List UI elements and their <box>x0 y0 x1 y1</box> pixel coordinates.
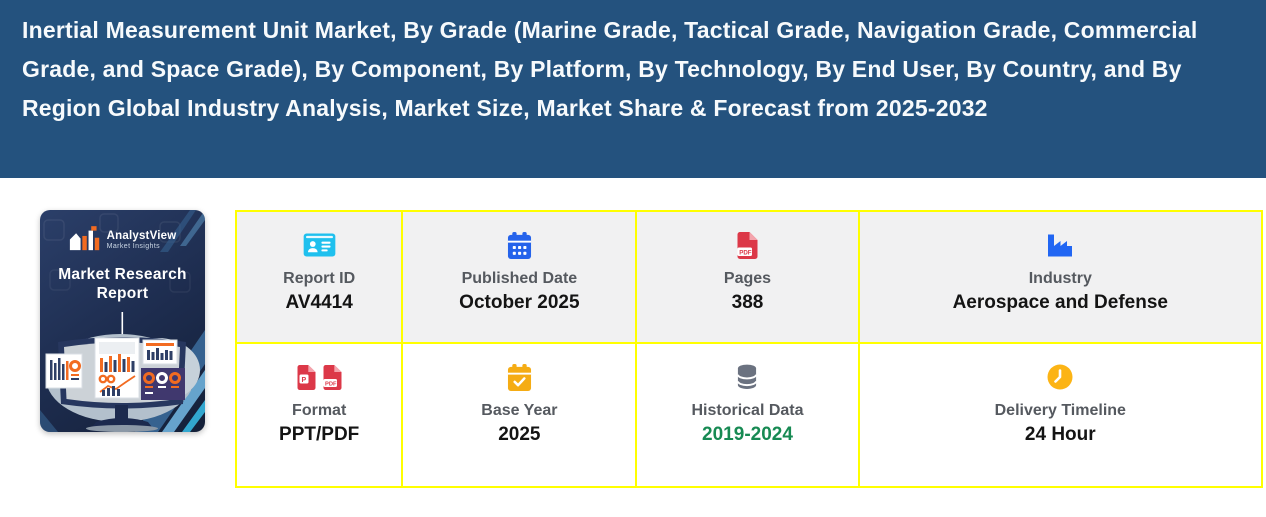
industry-cell: Industry Aerospace and Defense <box>859 212 1261 344</box>
historical-data-value: 2019-2024 <box>702 424 793 445</box>
delivery-timeline-label: Delivery Timeline <box>994 402 1126 419</box>
pages-cell: PDF Pages 388 <box>637 212 860 344</box>
historical-data-cell: Historical Data 2019-2024 <box>637 344 860 486</box>
report-id-label: Report ID <box>283 270 356 287</box>
bar-chart-logo-icon <box>69 226 99 251</box>
monitor-with-charts-illustration <box>45 312 200 432</box>
base-year-cell: Base Year 2025 <box>403 344 638 486</box>
published-date-cell: Published Date October 2025 <box>403 212 638 344</box>
industry-label: Industry <box>1028 270 1092 287</box>
caption-line2: Report <box>96 285 149 302</box>
factory-icon <box>1048 234 1073 257</box>
clock-icon <box>1047 364 1073 390</box>
pdf-file-icon-small: PDF <box>323 364 342 390</box>
format-cell: P PDF Format PPT/PDF <box>237 344 404 486</box>
brand-name: AnalystView <box>106 229 177 242</box>
published-date-value: October 2025 <box>459 292 580 313</box>
pdf-file-icon: PDF <box>737 231 758 259</box>
delivery-timeline-cell: Delivery Timeline 24 Hour <box>859 344 1261 486</box>
format-value: PPT/PDF <box>279 424 360 445</box>
delivery-timeline-value: 24 Hour <box>1024 424 1096 445</box>
report-id-value: AV4414 <box>285 292 353 313</box>
industry-value: Aerospace and Defense <box>952 292 1168 313</box>
id-card-icon <box>303 233 336 257</box>
svg-text:PDF: PDF <box>739 249 752 256</box>
base-year-label: Base Year <box>481 402 558 419</box>
calendar-check-icon <box>507 363 531 391</box>
page-title: Inertial Measurement Unit Market, By Gra… <box>22 17 1198 121</box>
historical-data-label: Historical Data <box>691 402 804 419</box>
pages-value: 388 <box>731 292 764 313</box>
report-info-table: Report ID AV4414 Published Dat <box>235 210 1263 488</box>
report-cover-thumbnail: AnalystView Market Insights Market Resea… <box>40 210 205 432</box>
pages-label: Pages <box>723 270 772 287</box>
caption-line1: Market Research <box>58 266 187 283</box>
base-year-value: 2025 <box>498 424 541 445</box>
title-banner: Inertial Measurement Unit Market, By Gra… <box>0 0 1266 178</box>
report-id-cell: Report ID AV4414 <box>237 212 404 344</box>
svg-text:PDF: PDF <box>325 381 337 387</box>
format-label: Format <box>292 402 347 419</box>
database-icon <box>737 364 758 389</box>
report-summary-section: AnalystView Market Insights Market Resea… <box>0 210 1266 488</box>
thumbnail-caption: Market Research Report <box>40 265 205 303</box>
analystview-logo: AnalystView Market Insights <box>40 226 205 253</box>
calendar-icon <box>507 231 531 259</box>
svg-text:P: P <box>301 377 306 384</box>
brand-tagline: Market Insights <box>106 242 161 250</box>
ppt-file-icon: P <box>297 364 316 390</box>
published-date-label: Published Date <box>461 270 578 287</box>
